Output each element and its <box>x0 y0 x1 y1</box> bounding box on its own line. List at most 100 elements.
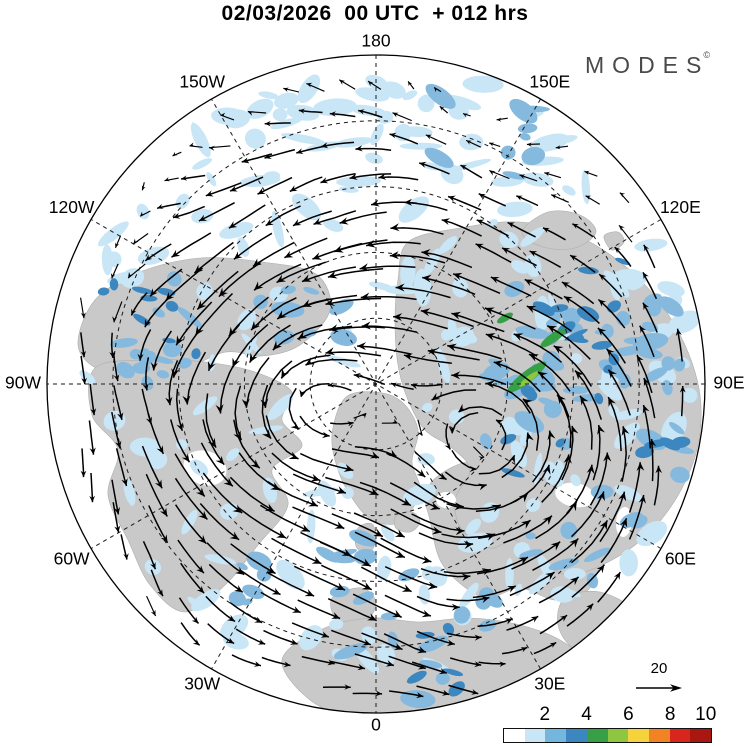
wind-arrow-head <box>367 613 377 621</box>
shade-patch <box>381 524 395 542</box>
wind-arrow-head <box>247 111 254 116</box>
wind-arrow-head <box>252 258 262 267</box>
wind-arrow <box>476 556 529 575</box>
shade-patch <box>591 340 613 350</box>
wind-arrow-head <box>643 302 649 311</box>
wind-arrow <box>329 112 356 118</box>
wind-arrow <box>522 398 540 451</box>
wind-arrow-head <box>431 526 442 535</box>
wind-arrow <box>390 382 414 390</box>
colorbar-swatches <box>503 728 712 743</box>
wind-arrow-head <box>551 194 558 199</box>
wind-arrow-head <box>480 596 490 604</box>
wind-arrow <box>293 565 346 591</box>
wind-arrow-head <box>519 174 526 179</box>
wind-arrow <box>529 250 562 268</box>
shade-patch <box>377 555 392 581</box>
wind-arrow <box>113 385 123 420</box>
wind-arrow-head <box>339 79 345 85</box>
wind-arrow-head <box>284 250 294 258</box>
wind-arrow-head <box>296 148 304 154</box>
wind-arrow-head <box>254 281 264 291</box>
wind-arrow-head <box>335 582 345 591</box>
wind-arrow-head <box>344 684 351 690</box>
shade-patch <box>354 645 380 674</box>
shade-patch <box>447 318 457 335</box>
shade-patch <box>669 422 685 435</box>
wind-arrow-head <box>272 340 282 350</box>
wind-arrow-head <box>463 113 468 118</box>
wind-arrow <box>653 465 660 506</box>
wind-arrow <box>390 227 444 235</box>
wind-arrow-head <box>485 380 495 389</box>
wind-arrow-head <box>235 566 245 575</box>
wind-arrow <box>202 472 243 514</box>
shade-patch <box>336 462 354 479</box>
wind-arrow <box>606 348 632 387</box>
wind-arrow-head <box>171 249 181 258</box>
wind-arrow-head <box>389 132 397 139</box>
wind-arrow-head <box>425 134 433 140</box>
shade-patch <box>244 128 266 149</box>
wind-arrow-head <box>446 639 455 647</box>
shade-patch <box>608 366 633 387</box>
wind-arrow-head <box>290 421 299 430</box>
wind-arrow <box>313 210 357 226</box>
wind-arrow-head <box>137 353 144 361</box>
wind-arrow-head <box>157 203 164 209</box>
wind-arrow <box>416 685 450 696</box>
wind-arrow <box>599 491 626 543</box>
wind-arrow-head <box>469 466 477 472</box>
wind-arrow-head <box>474 661 482 668</box>
shade-patch <box>615 257 631 266</box>
wind-arrow <box>257 176 293 195</box>
wind-arrow-head <box>157 589 163 597</box>
wind-arrow-head <box>80 312 86 319</box>
wind-arrow-head <box>603 452 612 462</box>
wind-arrow-head <box>431 392 441 401</box>
wind-arrow-head <box>378 173 387 180</box>
shade-patch <box>349 104 387 117</box>
shade-patch <box>500 145 516 160</box>
wind-arrow <box>478 661 506 665</box>
wind-arrow <box>592 424 601 481</box>
wind-arrow-head <box>619 225 625 231</box>
wind-arrow-head <box>327 382 334 388</box>
shade-patch <box>459 582 479 609</box>
shade-patch <box>192 158 213 170</box>
shade-patch <box>658 296 684 317</box>
wind-arrow-head <box>427 348 438 357</box>
wind-arrow <box>152 330 173 371</box>
wind-arrow <box>168 360 179 406</box>
wind-arrow-head <box>312 252 322 260</box>
wind-arrow <box>446 596 490 602</box>
shade-patch <box>643 367 668 383</box>
wind-arrow <box>516 195 539 207</box>
wind-arrow <box>142 540 157 570</box>
shade-patch <box>109 278 119 291</box>
wind-arrow-head <box>525 432 534 443</box>
wind-arrow <box>410 383 443 387</box>
wind-arrow-head <box>391 382 398 388</box>
shade-patch <box>246 551 272 572</box>
wind-arrow-head <box>388 449 397 457</box>
wind-arrow-head <box>461 573 471 581</box>
wind-arrow-head <box>451 311 462 320</box>
colorbar-segment-1 <box>504 729 525 742</box>
wind-arrow <box>233 419 261 469</box>
wind-arrow-head <box>614 247 621 254</box>
wind-arrow-head <box>347 421 354 427</box>
wind-arrow <box>172 328 202 378</box>
wind-arrow-head <box>639 325 646 334</box>
wind-arrow-head <box>642 405 650 414</box>
wind-arrow <box>597 298 626 329</box>
shade-patch <box>581 169 591 205</box>
wind-arrow <box>680 385 684 417</box>
wind-arrow <box>260 591 302 614</box>
wind-arrow <box>411 661 448 674</box>
wind-arrow <box>248 324 291 364</box>
sea-gap <box>555 482 595 508</box>
wind-arrow <box>542 227 566 241</box>
wind-arrow <box>360 295 417 301</box>
wind-arrow <box>81 448 85 478</box>
